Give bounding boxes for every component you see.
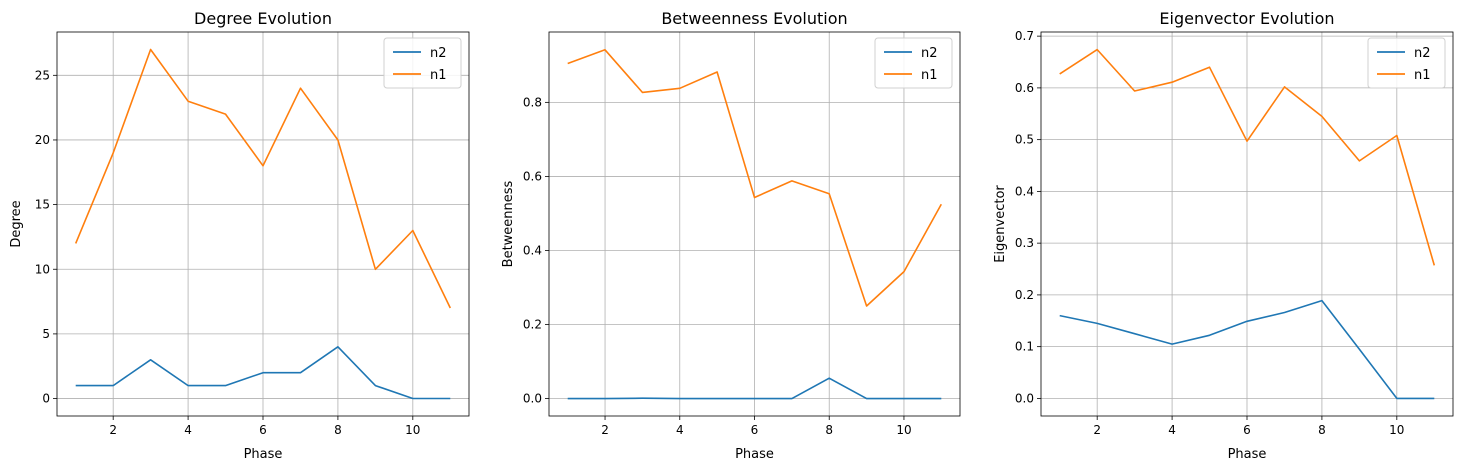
y-axis-label: Degree: [9, 200, 24, 247]
x-tick-label: 10: [1389, 423, 1404, 437]
legend-label-n2: n2: [921, 46, 938, 61]
legend-box: [1367, 37, 1446, 89]
legend-box: [874, 37, 953, 89]
series-line-n1: [567, 48, 942, 307]
x-tick-label: 4: [184, 423, 192, 437]
x-tick-label: 10: [405, 423, 420, 437]
y-tick-label: 0.4: [523, 243, 542, 257]
y-tick-label: 25: [35, 68, 50, 82]
y-tick-label: 0: [42, 392, 50, 406]
x-tick-label: 6: [751, 423, 759, 437]
chart-title: Degree Evolution: [194, 9, 332, 28]
x-axis-label: Phase: [735, 447, 774, 462]
y-tick-label: 10: [35, 262, 50, 276]
y-axis-label: Betweenness: [501, 180, 516, 267]
y-tick-label: 20: [35, 133, 50, 147]
y-tick-label: 0.6: [523, 169, 542, 183]
series-line-n2: [75, 345, 451, 400]
legend-label-n1: n1: [430, 68, 447, 83]
chart-title: Betweenness Evolution: [661, 9, 847, 28]
y-tick-label: 5: [42, 327, 50, 341]
eigenvector-chart: 2 4 6 8 10 0.0 0.1 0.2 0.3 0.4 0.5 0.6 0.7 Eigenvecto…: [993, 9, 1454, 462]
x-tick-label: 6: [259, 423, 267, 437]
x-tick-label: 8: [1318, 423, 1326, 437]
betweenness-chart: 2 4 6 8 10 0.0 0.2 0.4 0.6 0.8 Betweenness Evoluti…: [501, 9, 961, 462]
x-tick-label: 4: [676, 423, 684, 437]
legend-label-n2: n2: [1414, 46, 1431, 61]
x-tick-label: 2: [601, 423, 609, 437]
x-tick-label: 8: [825, 423, 833, 437]
legend-box: [383, 37, 462, 89]
legend-label-n1: n1: [1414, 68, 1431, 83]
y-tick-label: 0.0: [1015, 391, 1034, 405]
y-tick-label: 0.8: [523, 95, 542, 109]
x-tick-label: 2: [109, 423, 117, 437]
x-tick-label: 6: [1243, 423, 1251, 437]
x-axis-label: Phase: [1228, 447, 1267, 462]
y-tick-label: 0.1: [1015, 340, 1034, 354]
x-tick-label: 10: [896, 423, 911, 437]
x-axis-label: Phase: [244, 447, 283, 462]
y-tick-label: 0.4: [1015, 184, 1034, 198]
y-axis-label: Eigenvector: [993, 185, 1008, 263]
y-tick-label: 0.5: [1015, 133, 1034, 147]
y-tick-label: 0.7: [1015, 29, 1034, 43]
y-tick-label: 0.0: [523, 392, 542, 406]
y-tick-label: 0.2: [1015, 288, 1034, 302]
x-tick-label: 8: [334, 423, 342, 437]
y-tick-label: 0.3: [1015, 236, 1034, 250]
legend-label-n1: n1: [921, 68, 938, 83]
series-line-n1: [74, 48, 452, 309]
legend-label-n2: n2: [430, 46, 447, 61]
x-tick-label: 4: [1168, 423, 1176, 437]
chart-title: Eigenvector Evolution: [1159, 9, 1334, 28]
y-tick-label: 15: [35, 198, 50, 212]
degree-chart: 2 4 6 8 10 0 5 10 15 20 25 Degree Evolution Phase Deg…: [9, 9, 470, 462]
x-tick-label: 2: [1093, 423, 1101, 437]
y-tick-label: 0.2: [523, 318, 542, 332]
y-tick-label: 0.6: [1015, 81, 1034, 95]
